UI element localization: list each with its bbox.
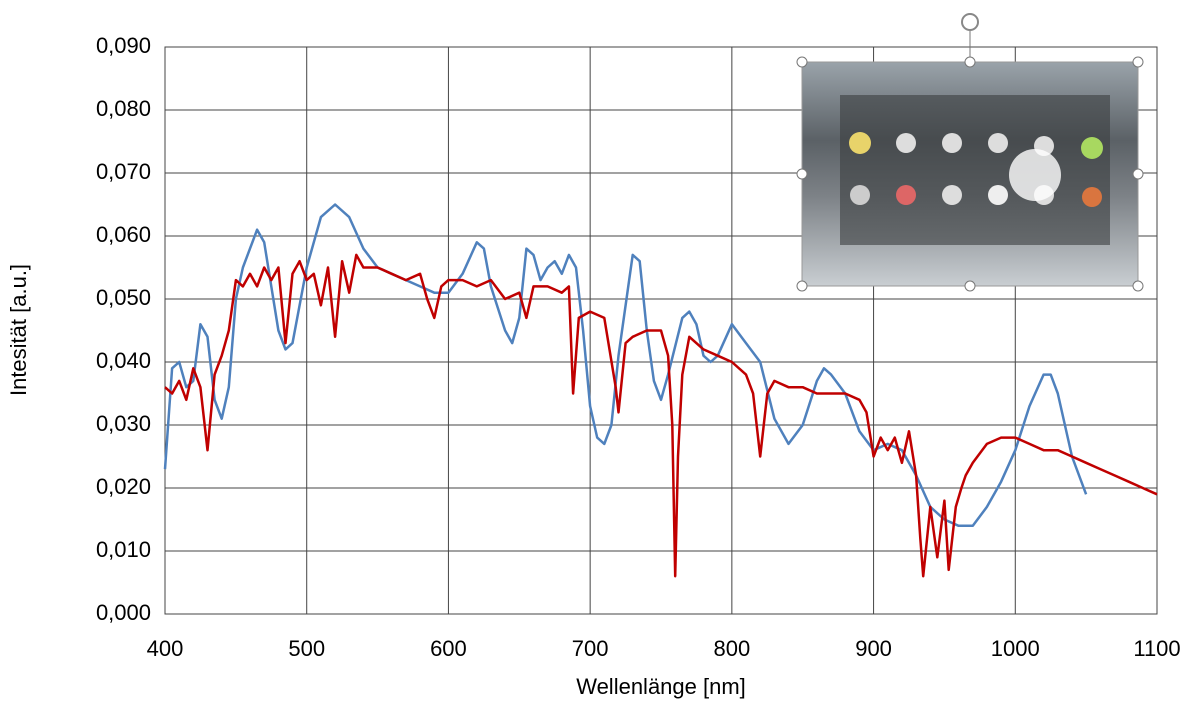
x-tick-label: 1000 [991,636,1040,661]
y-tick-label: 0,090 [96,33,151,58]
y-tick-label: 0,020 [96,474,151,499]
x-tick-label: 600 [430,636,467,661]
y-tick-label: 0,010 [96,537,151,562]
x-axis-title: Wellenlänge [nm] [576,674,746,699]
x-tick-label: 400 [147,636,184,661]
x-tick-label: 900 [855,636,892,661]
y-tick-label: 0,000 [96,600,151,625]
y-tick-label: 0,060 [96,222,151,247]
y-tick-label: 0,040 [96,348,151,373]
y-tick-label: 0,080 [96,96,151,121]
line-series [163,203,1088,528]
y-axis-title: Intesität [a.u.] [6,264,31,396]
y-tick-label: 0,070 [96,159,151,184]
line-series [164,253,1158,578]
x-tick-label: 1100 [1133,636,1180,661]
x-tick-label: 500 [288,636,325,661]
x-tick-label: 700 [572,636,609,661]
plot-border [164,46,1158,615]
x-tick-label: 800 [713,636,750,661]
y-tick-label: 0,050 [96,285,151,310]
y-tick-label: 0,030 [96,411,151,436]
photo-inset [796,13,1144,292]
